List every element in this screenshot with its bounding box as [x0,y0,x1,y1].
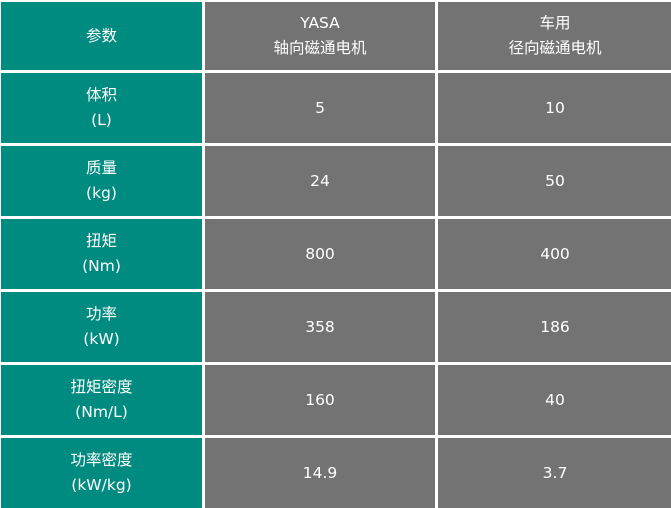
header-yasa-line2: 轴向磁通电机 [273,39,367,57]
header-param-label: 参数 [85,26,117,45]
row-value-yasa: 800 [205,219,435,289]
row-unit: (Nm) [82,257,121,275]
row-value-yasa: 5 [205,73,435,143]
row-value-yasa: 160 [205,365,435,435]
value-text: 40 [545,390,565,409]
row-value-radial: 50 [438,146,671,216]
header-radial-line1: 车用 [539,14,571,32]
row-value-yasa: 24 [205,146,435,216]
row-value-radial: 40 [438,365,671,435]
value-text: 186 [540,317,570,336]
row-value-radial: 186 [438,292,671,362]
row-name: 功率密度 [70,451,133,469]
row-unit: (kW/kg) [71,476,132,494]
row-value-radial: 10 [438,73,671,143]
row-name: 扭矩密度 [70,378,133,396]
row-name: 质量 [85,159,117,177]
row-label-cell: 体积 (L) [1,73,202,143]
row-label-cell: 扭矩 (Nm) [1,219,202,289]
header-radial-cell: 车用 径向磁通电机 [438,2,671,70]
row-unit: (kg) [86,184,117,202]
row-value-radial: 400 [438,219,671,289]
row-label-cell: 功率 (kW) [1,292,202,362]
header-yasa-cell: YASA 轴向磁通电机 [205,2,435,70]
value-text: 400 [540,244,570,263]
value-text: 5 [315,98,325,117]
value-text: 10 [545,98,565,117]
header-radial-line2: 径向磁通电机 [508,39,602,57]
row-name: 体积 [85,86,117,104]
row-value-radial: 3.7 [438,438,671,508]
value-text: 800 [305,244,335,263]
value-text: 3.7 [542,463,568,482]
value-text: 24 [310,171,330,190]
row-label-cell: 功率密度 (kW/kg) [1,438,202,508]
value-text: 358 [305,317,335,336]
header-yasa-line1: YASA [300,14,340,32]
row-label-cell: 扭矩密度 (Nm/L) [1,365,202,435]
row-unit: (Nm/L) [75,403,128,421]
header-param-cell: 参数 [1,2,202,70]
value-text: 14.9 [302,463,338,482]
row-value-yasa: 14.9 [205,438,435,508]
row-unit: (kW) [83,330,120,348]
row-name: 扭矩 [85,232,117,250]
row-value-yasa: 358 [205,292,435,362]
row-label-cell: 质量 (kg) [1,146,202,216]
row-name: 功率 [85,305,117,323]
value-text: 160 [305,390,335,409]
value-text: 50 [545,171,565,190]
row-unit: (L) [91,111,112,129]
